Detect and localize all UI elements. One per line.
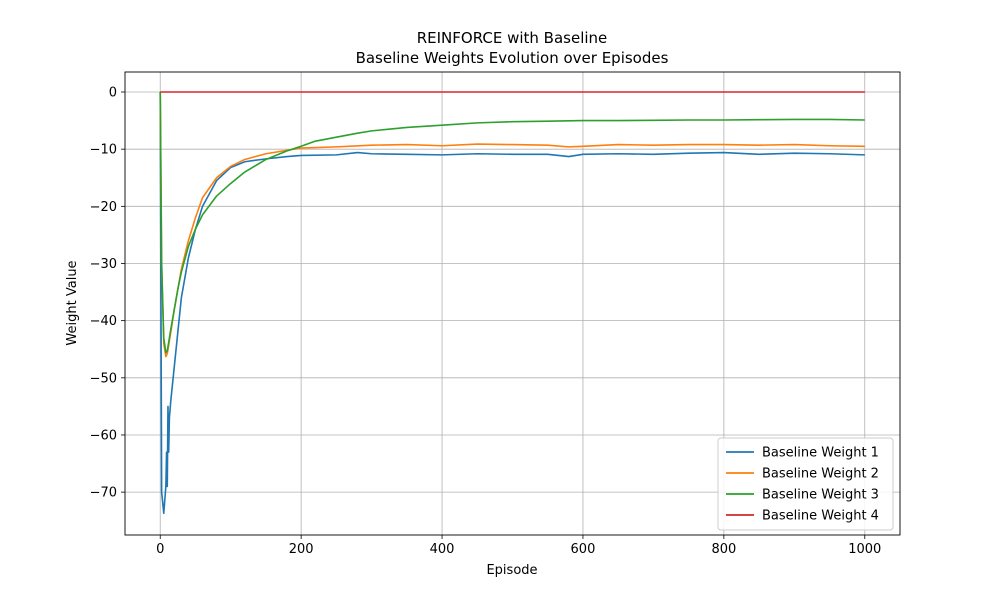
x-tick-label: 0 <box>156 542 164 557</box>
y-tick-label: −60 <box>90 428 117 443</box>
gridlines <box>125 72 900 535</box>
legend: Baseline Weight 1 Baseline Weight 2 Baseli… <box>717 437 894 531</box>
series-line-weight-3 <box>159 92 865 354</box>
chart-title: REINFORCE with Baseline <box>417 29 608 47</box>
x-tick-label: 200 <box>289 542 314 557</box>
chart-subtitle: Baseline Weights Evolution over Episodes <box>356 49 669 67</box>
plot-frame <box>124 71 901 536</box>
x-tick-label: 600 <box>571 542 596 557</box>
y-axis-label: Weight Value <box>65 260 80 345</box>
series-line-weight-1 <box>159 92 865 515</box>
y-tick-label: −20 <box>90 200 117 215</box>
axes: 0 200 400 600 800 1000 0 −10 −20 −30 −40 −50 −60 −70 <box>90 71 901 557</box>
legend-label: Baseline Weight 2 <box>762 467 879 482</box>
legend-label: Baseline Weight 4 <box>762 509 879 524</box>
legend-label: Baseline Weight 3 <box>762 488 879 503</box>
y-tick-label: 0 <box>109 86 117 101</box>
series-lines <box>159 91 865 515</box>
y-tick-label: −50 <box>90 371 117 386</box>
x-tick-label: 800 <box>711 542 736 557</box>
legend-label: Baseline Weight 1 <box>762 446 879 461</box>
x-axis-label: Episode <box>486 563 537 578</box>
y-tick-label: −70 <box>90 486 117 501</box>
y-tick-label: −40 <box>90 314 117 329</box>
x-tick-label: 1000 <box>848 542 881 557</box>
x-tick-label: 400 <box>430 542 455 557</box>
legend-box <box>717 437 894 531</box>
y-tick-label: −30 <box>90 257 117 272</box>
y-tick-label: −10 <box>90 143 117 158</box>
